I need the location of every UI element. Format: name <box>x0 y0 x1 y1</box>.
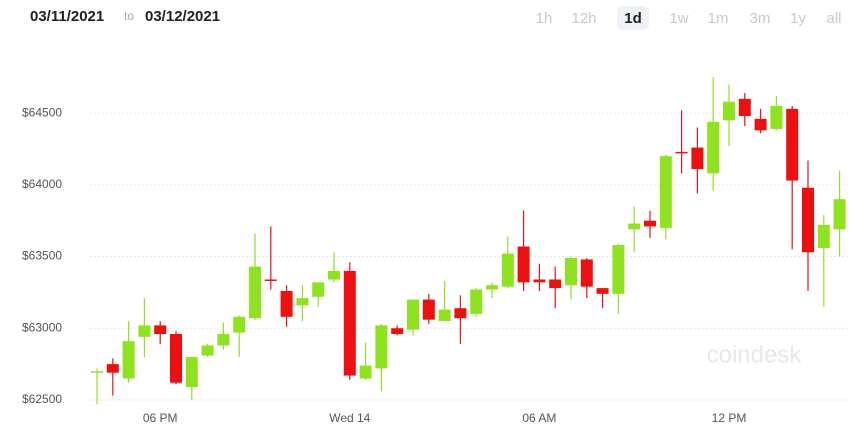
candle-body <box>770 105 783 129</box>
candle-body <box>328 270 340 280</box>
candle-body <box>91 371 103 373</box>
y-tick-label: $63500 <box>22 249 62 263</box>
candle-body <box>723 101 735 121</box>
watermark: coindesk <box>707 341 803 368</box>
candle-body <box>533 279 546 283</box>
range-selected-bg <box>617 6 649 30</box>
candle-body <box>217 333 230 346</box>
x-tick-label: Wed 14 <box>329 411 370 425</box>
range-button[interactable]: 1d <box>624 10 642 27</box>
candle-body <box>438 309 451 322</box>
candle-body <box>644 220 656 227</box>
candle-body <box>486 285 498 290</box>
candle-body <box>659 156 672 228</box>
candle-body <box>170 333 182 383</box>
candle-body <box>596 288 609 294</box>
date-from: 03/11/2021 <box>30 8 104 25</box>
candle-body <box>612 245 625 294</box>
range-button[interactable]: all <box>826 10 841 27</box>
candle-body <box>817 225 830 248</box>
y-tick-label: $64500 <box>22 105 62 119</box>
candle-body <box>565 257 577 286</box>
candle-body <box>375 325 388 369</box>
range-button[interactable]: 1w <box>669 10 688 27</box>
range-button[interactable]: 12h <box>571 10 596 27</box>
candle-body <box>422 299 435 320</box>
candle-body <box>802 187 814 253</box>
x-tick-label: 12 PM <box>712 411 747 425</box>
candle-body <box>470 289 483 314</box>
candle-body <box>296 298 309 306</box>
y-tick-label: $64000 <box>22 177 62 191</box>
candle-body <box>122 341 135 379</box>
range-button[interactable]: 1m <box>708 10 729 27</box>
y-tick-label: $63000 <box>22 320 62 334</box>
x-tick-label: 06 AM <box>522 411 556 425</box>
candle-body <box>312 282 325 297</box>
y-tick-label: $62500 <box>22 392 62 406</box>
candle-body <box>185 356 198 388</box>
candle-body <box>359 365 372 379</box>
candle-body <box>549 279 562 289</box>
candle-body <box>407 299 419 330</box>
candle-body <box>154 325 167 334</box>
candle-body <box>138 325 151 337</box>
candle-body <box>738 98 751 117</box>
candle-body <box>233 316 246 333</box>
range-button[interactable]: 1h <box>536 10 553 27</box>
candle-body <box>454 308 467 319</box>
candle-body <box>280 290 293 317</box>
candle-body <box>786 108 799 181</box>
candle-body <box>106 364 119 373</box>
candle-body <box>691 147 704 170</box>
candle-body <box>264 279 277 281</box>
candle-body <box>754 118 767 131</box>
x-tick-label: 06 PM <box>143 411 178 425</box>
candle-body <box>391 328 404 334</box>
range-button[interactable]: 1y <box>790 10 806 27</box>
candle-body <box>501 253 514 287</box>
candle-body <box>343 270 356 376</box>
range-button[interactable]: 3m <box>750 10 771 27</box>
candle-body <box>628 223 641 230</box>
date-to-word: to <box>124 9 134 23</box>
candle-body <box>580 259 593 287</box>
candle-body <box>249 266 261 319</box>
candle-body <box>517 246 530 283</box>
candle-body <box>707 121 720 174</box>
candle-body <box>201 345 214 356</box>
candle-body <box>833 199 846 230</box>
date-to: 03/12/2021 <box>145 8 220 25</box>
candle-body <box>675 151 688 154</box>
